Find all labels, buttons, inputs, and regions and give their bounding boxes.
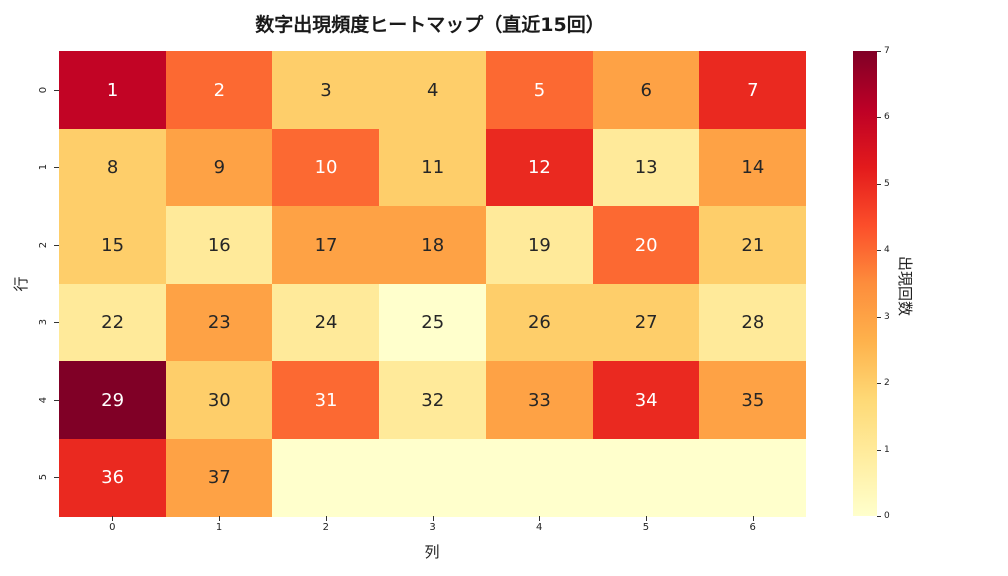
x-tick-mark xyxy=(645,516,647,521)
heatmap-cell: 2 xyxy=(165,51,273,129)
heatmap-cell: 34 xyxy=(592,361,700,439)
x-axis-label: 列 xyxy=(424,543,440,561)
x-tick-label: 6 xyxy=(749,522,756,533)
heatmap-cell: 20 xyxy=(592,206,700,284)
heatmap-cell: 3 xyxy=(272,51,380,129)
y-tick-label: 3 xyxy=(37,319,49,326)
x-tick-mark xyxy=(325,516,327,521)
heatmap-cell: 16 xyxy=(165,206,273,284)
heatmap-cell: 4 xyxy=(379,51,487,129)
colorbar-tick-mark xyxy=(877,250,881,252)
x-tick-mark xyxy=(219,516,221,521)
y-tick-label: 5 xyxy=(37,474,49,481)
y-tick-mark xyxy=(54,322,59,324)
colorbar-tick-label: 3 xyxy=(884,311,890,322)
heatmap-cell: 11 xyxy=(379,128,487,207)
x-tick-label: 0 xyxy=(109,522,116,533)
heatmap-cell xyxy=(272,438,380,517)
heatmap-cell: 21 xyxy=(699,206,807,284)
x-tick-label: 2 xyxy=(322,522,329,533)
heatmap-plot-area: 1 2 3 4 5 6 7 8 9 10 11 12 13 14 15 16 17 18 19 20 21 22 23 24 2… xyxy=(59,51,807,517)
heatmap-cell: 18 xyxy=(379,206,487,284)
y-tick-mark xyxy=(54,399,59,401)
heatmap-cell: 35 xyxy=(699,361,807,439)
heatmap-cell xyxy=(699,438,807,517)
y-tick-mark xyxy=(54,477,59,479)
x-tick-mark xyxy=(752,516,754,521)
heatmap-cell: 10 xyxy=(272,128,380,207)
colorbar-tick-label: 4 xyxy=(884,245,890,256)
heatmap-cell: 24 xyxy=(272,283,380,362)
y-tick-label: 1 xyxy=(37,164,49,171)
heatmap-cell xyxy=(485,438,594,517)
heatmap-cell: 6 xyxy=(592,51,700,129)
y-tick-label: 2 xyxy=(37,241,49,248)
heatmap-cell: 25 xyxy=(379,283,487,362)
colorbar-label: 出現回数 xyxy=(896,255,915,316)
colorbar-tick-mark xyxy=(877,516,881,517)
colorbar-tick-mark xyxy=(877,51,881,52)
x-tick-label: 5 xyxy=(642,522,650,533)
heatmap-cell: 7 xyxy=(699,51,807,129)
colorbar-tick-mark xyxy=(877,117,881,119)
colorbar-tick-mark xyxy=(877,449,881,451)
heatmap-cell: 37 xyxy=(165,438,273,517)
heatmap-cell xyxy=(592,438,700,517)
chart-title: 数字出現頻度ヒートマップ（直近15回） xyxy=(255,14,605,36)
heatmap-cell: 31 xyxy=(272,361,380,439)
heatmap-cell: 19 xyxy=(485,206,594,284)
heatmap-cell: 30 xyxy=(165,361,273,439)
heatmap-cell: 12 xyxy=(485,128,594,207)
colorbar-tick-label: 5 xyxy=(884,178,890,189)
y-tick-mark xyxy=(54,89,59,91)
heatmap-cell: 1 xyxy=(59,51,167,129)
colorbar-tick-mark xyxy=(877,183,881,185)
y-axis-label: 行 xyxy=(11,276,30,292)
heatmap-cell: 32 xyxy=(379,361,487,439)
x-tick-mark xyxy=(112,516,114,521)
heatmap-cell: 8 xyxy=(59,128,167,207)
colorbar-tick-label: 2 xyxy=(884,378,890,389)
colorbar-tick-label: 1 xyxy=(884,444,890,455)
heatmap-cell: 23 xyxy=(165,283,273,362)
x-tick-label: 4 xyxy=(536,522,543,533)
x-tick-label: 1 xyxy=(215,522,223,533)
heatmap-cell: 15 xyxy=(59,206,167,284)
heatmap-cell: 29 xyxy=(59,361,167,439)
heatmap-cell: 5 xyxy=(485,51,594,129)
heatmap-cell: 17 xyxy=(272,206,380,284)
heatmap-cell: 27 xyxy=(592,283,700,362)
heatmap-cell: 28 xyxy=(699,283,807,362)
y-tick-label: 4 xyxy=(37,396,49,403)
colorbar-tick-label: 0 xyxy=(884,511,890,521)
colorbar-tick-label: 6 xyxy=(884,112,890,123)
y-tick-mark xyxy=(54,167,59,169)
heatmap-cell: 9 xyxy=(165,128,273,207)
colorbar-tick-label: 7 xyxy=(884,46,890,56)
heatmap-cell: 36 xyxy=(59,438,167,517)
heatmap-cell: 14 xyxy=(699,128,807,207)
heatmap-cell: 22 xyxy=(59,283,167,362)
x-tick-label: 3 xyxy=(429,522,436,533)
heatmap-cell: 33 xyxy=(485,361,594,439)
x-tick-mark xyxy=(432,516,434,521)
colorbar xyxy=(853,51,877,516)
heatmap-cell: 13 xyxy=(592,128,700,207)
colorbar-tick-mark xyxy=(877,383,881,385)
heatmap-cell: 26 xyxy=(485,283,594,362)
x-tick-mark xyxy=(539,516,541,521)
heatmap-cell xyxy=(379,438,487,517)
y-tick-label: 0 xyxy=(37,86,49,93)
colorbar-tick-mark xyxy=(877,316,881,318)
y-tick-mark xyxy=(54,244,59,246)
